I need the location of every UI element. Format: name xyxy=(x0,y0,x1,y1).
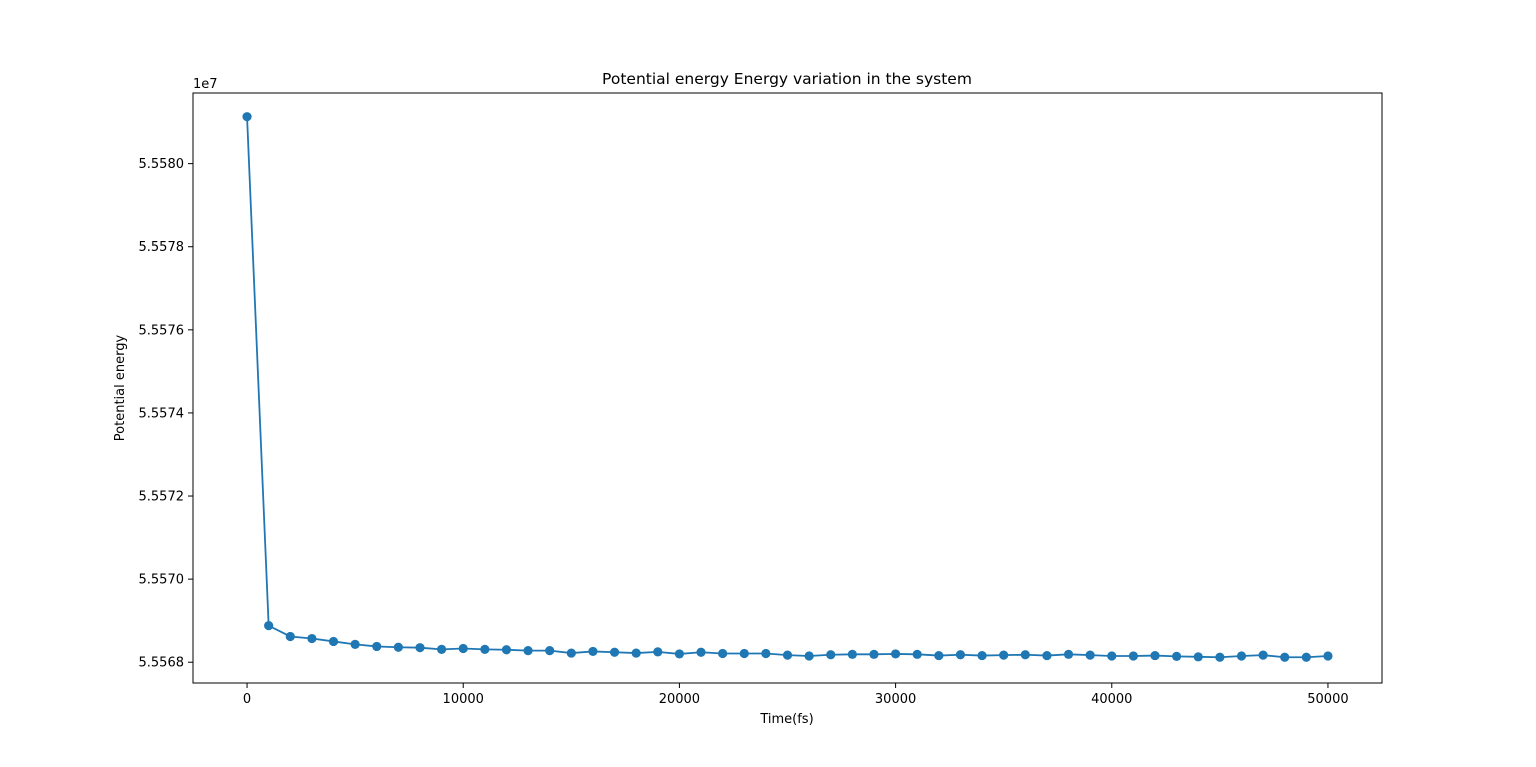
y-tick-label: 5.5580 xyxy=(139,157,185,172)
data-point xyxy=(1280,652,1290,662)
data-point xyxy=(1150,650,1160,661)
data-point xyxy=(1301,652,1311,662)
data-point xyxy=(372,641,382,652)
data-point xyxy=(609,647,620,657)
data-point xyxy=(242,112,252,122)
data-point xyxy=(480,644,490,654)
data-point xyxy=(890,649,901,659)
data-point xyxy=(415,643,425,653)
data-point xyxy=(826,650,836,660)
x-tick-label: 10000 xyxy=(443,692,484,707)
data-point xyxy=(782,650,793,660)
data-point xyxy=(631,648,641,658)
y-tick-label: 5.5572 xyxy=(139,490,185,505)
data-point xyxy=(847,649,857,659)
data-point xyxy=(1193,652,1203,662)
x-tick-label: 50000 xyxy=(1307,692,1348,707)
data-point xyxy=(566,648,576,658)
x-tick-label: 30000 xyxy=(875,692,916,707)
data-point xyxy=(653,647,663,657)
data-point xyxy=(458,643,468,654)
data-point xyxy=(912,649,922,659)
data-point xyxy=(674,649,685,659)
data-point xyxy=(1258,650,1268,660)
y-tick-label: 5.5570 xyxy=(139,573,185,588)
data-point xyxy=(696,647,706,657)
y-tick-label: 5.5574 xyxy=(139,406,185,421)
x-axis-label: Time(fs) xyxy=(759,712,813,727)
data-point xyxy=(1323,651,1333,661)
data-point xyxy=(1172,651,1182,662)
data-point xyxy=(934,650,944,661)
x-tick-label: 0 xyxy=(243,692,251,707)
y-axis-ticks: 5.5568 5.5570 5.5572 5.5574 5.5576 5.5578 5.55… xyxy=(139,157,193,671)
x-tick-label: 40000 xyxy=(1091,692,1132,707)
data-series xyxy=(242,112,1333,662)
data-point xyxy=(1236,651,1247,661)
data-point xyxy=(739,648,749,659)
data-point xyxy=(588,646,598,657)
y-axis-label: Potential energy xyxy=(113,335,128,442)
chart-title: Potential energy Energy variation in the… xyxy=(602,70,972,88)
x-tick-label: 20000 xyxy=(659,692,700,707)
data-point xyxy=(1085,650,1095,660)
y-offset-label: 1e7 xyxy=(193,77,218,92)
y-tick-label: 5.5568 xyxy=(139,656,185,671)
data-point xyxy=(977,650,987,661)
data-point xyxy=(804,651,814,661)
data-point xyxy=(761,648,771,659)
data-point xyxy=(437,644,447,654)
data-point xyxy=(393,642,403,652)
plot-area-frame xyxy=(192,92,1383,684)
data-point xyxy=(501,645,512,655)
data-point xyxy=(285,631,295,642)
data-point xyxy=(1128,651,1138,661)
y-tick-label: 5.5578 xyxy=(139,240,185,255)
data-point xyxy=(1020,650,1030,660)
data-point xyxy=(718,648,728,659)
data-point xyxy=(264,621,274,631)
data-point xyxy=(1042,650,1052,661)
data-point xyxy=(307,633,317,644)
data-point xyxy=(1063,649,1074,659)
data-point xyxy=(1107,651,1117,661)
data-point xyxy=(350,639,360,649)
x-axis-ticks: 0 10000 20000 30000 40000 50000 xyxy=(243,683,1349,707)
data-point xyxy=(869,649,879,659)
data-point xyxy=(523,645,533,656)
data-point xyxy=(1215,652,1225,662)
y-tick-label: 5.5576 xyxy=(139,323,185,338)
data-point xyxy=(955,650,966,660)
data-point xyxy=(328,636,339,647)
data-point xyxy=(545,645,555,656)
data-point xyxy=(999,650,1009,660)
